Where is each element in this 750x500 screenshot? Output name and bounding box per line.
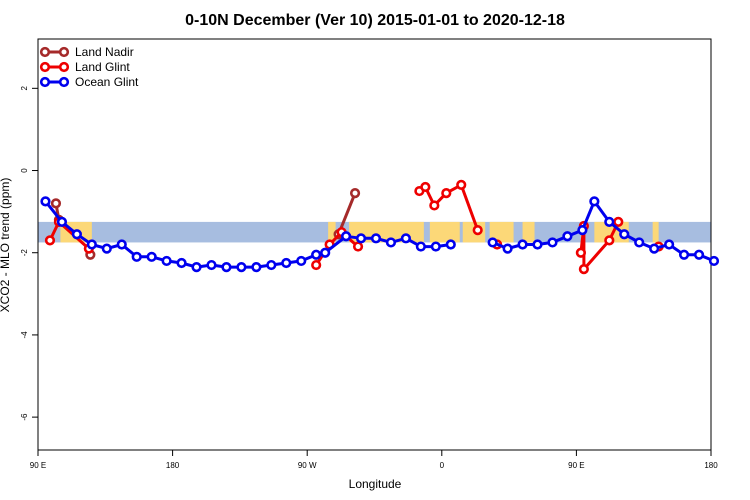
legend-marker — [39, 61, 51, 73]
data-point — [340, 231, 352, 242]
data-point — [40, 196, 51, 207]
data-point — [678, 249, 690, 260]
data-point — [320, 247, 331, 258]
data-point — [604, 235, 615, 246]
data-point — [191, 262, 202, 273]
series-line — [44, 200, 452, 269]
legend-label: Land Glint — [75, 60, 130, 74]
x-tick-label: 180 — [704, 461, 718, 470]
data-point — [517, 239, 528, 250]
data-point — [400, 233, 412, 244]
data-point — [355, 233, 367, 244]
land-band-segment — [489, 221, 514, 243]
data-point — [251, 262, 262, 273]
data-point — [352, 241, 364, 252]
data-point — [664, 239, 675, 250]
data-point — [604, 216, 615, 227]
data-point — [577, 225, 588, 236]
legend-item-ocean-glint: Ocean Glint — [39, 75, 139, 89]
legend-marker — [58, 61, 70, 73]
series-ocean-glint — [40, 196, 720, 273]
data-point — [56, 216, 68, 227]
data-point — [370, 233, 382, 244]
data-point — [385, 237, 397, 248]
data-point — [420, 181, 431, 193]
data-point — [708, 255, 720, 267]
legend-item-land-nadir: Land Nadir — [39, 45, 134, 59]
data-point — [311, 249, 322, 260]
x-tick-label: 0 — [440, 461, 445, 470]
land-band-segment — [522, 221, 535, 243]
series-layer — [40, 179, 720, 275]
x-tick-label: 90 E — [30, 461, 46, 470]
legend-item-land-glint: Land Glint — [39, 60, 130, 74]
data-point — [281, 257, 292, 269]
land-band-segment — [652, 221, 659, 243]
data-point — [146, 251, 157, 262]
data-point — [206, 259, 217, 271]
data-point — [547, 237, 558, 248]
y-tick-label: 2 — [20, 86, 29, 91]
data-point — [429, 200, 440, 211]
y-tick-label: -2 — [20, 249, 29, 257]
data-point — [456, 179, 467, 191]
axis-ticks: 90 E 180 90 W 0 90 E 180 2 0 -2 -4 -6 — [20, 86, 718, 470]
data-point — [296, 255, 307, 267]
data-point — [176, 257, 187, 269]
legend-marker — [39, 46, 51, 58]
data-point — [613, 216, 624, 227]
data-point — [266, 259, 277, 271]
chart-title: 0-10N December (Ver 10) 2015-01-01 to 20… — [185, 12, 565, 29]
data-point — [502, 243, 513, 254]
data-point — [578, 264, 589, 275]
data-point — [575, 247, 586, 258]
data-point — [693, 249, 705, 260]
y-tick-label: -6 — [20, 413, 29, 421]
data-point — [619, 229, 630, 240]
legend-marker — [58, 46, 70, 58]
data-point — [445, 239, 456, 250]
legend-marker — [39, 76, 51, 88]
data-point — [116, 239, 127, 250]
data-point — [487, 237, 498, 248]
data-point — [562, 231, 573, 242]
data-point — [415, 241, 426, 252]
data-point — [86, 239, 97, 250]
data-point — [44, 235, 56, 246]
data-point — [634, 237, 645, 248]
data-point — [349, 188, 361, 199]
data-point — [532, 239, 543, 250]
data-point — [430, 241, 441, 252]
data-point — [161, 255, 172, 267]
data-point — [311, 259, 322, 271]
land-band-segment — [429, 221, 460, 243]
data-point — [649, 243, 660, 254]
y-tick-label: -4 — [20, 331, 29, 339]
data-point — [221, 262, 232, 273]
x-axis-label: Longitude — [349, 477, 402, 491]
x-tick-label: 90 W — [298, 461, 317, 470]
plot-frame — [37, 38, 712, 451]
data-point — [589, 196, 600, 207]
land-band-segment — [328, 221, 336, 243]
data-point — [472, 225, 483, 236]
series-line — [492, 199, 715, 263]
x-tick-label: 90 E — [568, 461, 584, 470]
y-axis-label: XCO2 - MLO trend (ppm) — [0, 178, 12, 313]
legend-label: Land Nadir — [75, 45, 134, 59]
data-point — [50, 198, 62, 209]
data-point — [236, 262, 247, 273]
data-point — [131, 251, 142, 262]
data-point — [71, 229, 82, 240]
legend-label: Ocean Glint — [75, 75, 139, 89]
legend-marker — [58, 76, 70, 88]
y-tick-label: 0 — [20, 168, 29, 173]
data-point — [101, 243, 112, 254]
data-point — [441, 188, 452, 199]
x-tick-label: 180 — [166, 461, 180, 470]
